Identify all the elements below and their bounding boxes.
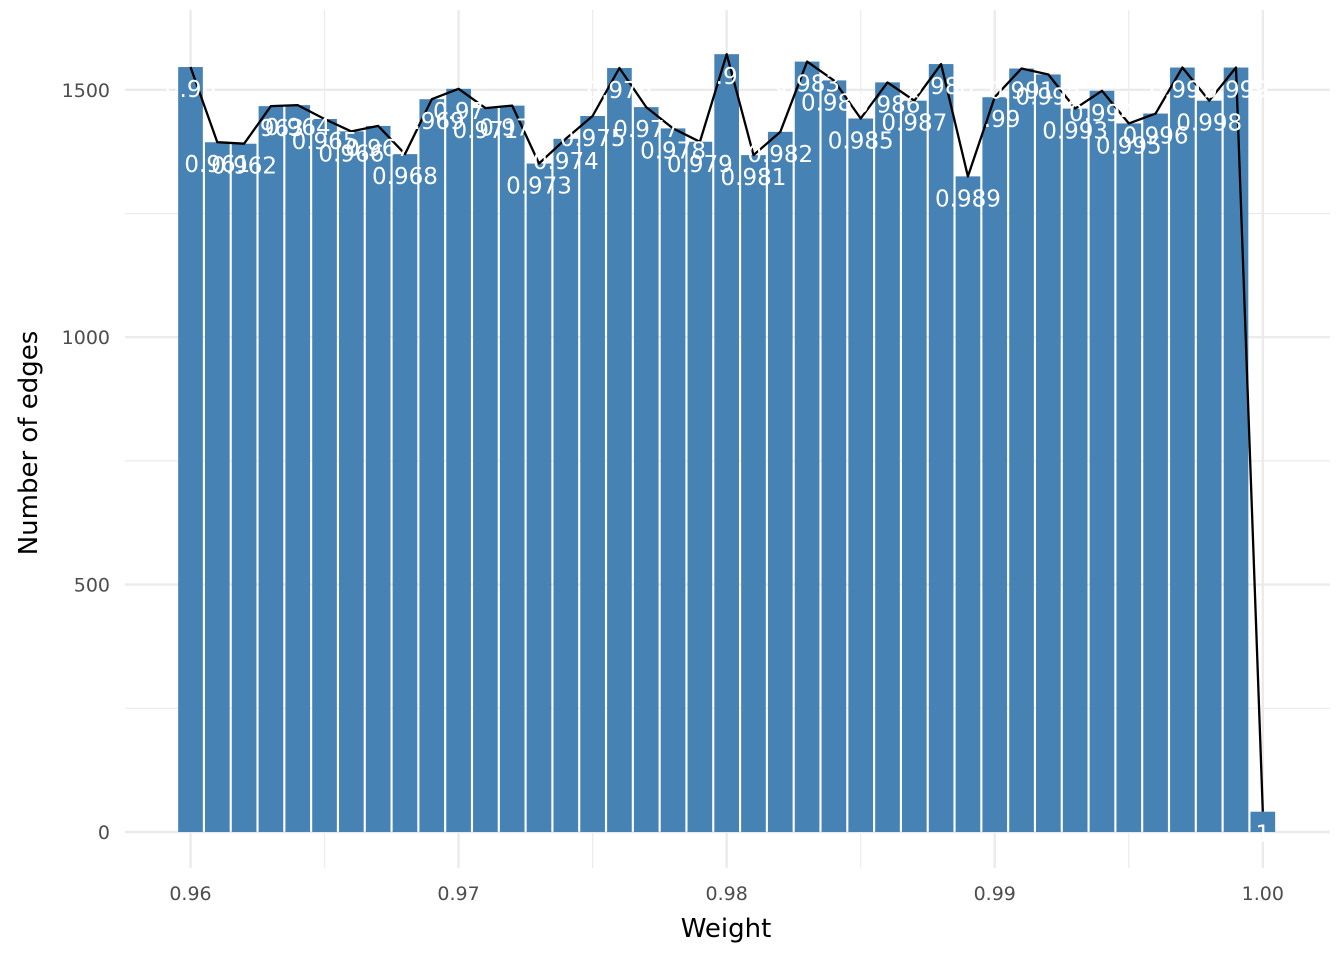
- histogram-bar: [794, 61, 820, 833]
- histogram-bar: [687, 141, 713, 832]
- bar-value-label: 0.98: [701, 64, 752, 90]
- bar-value-label: 1: [1255, 822, 1270, 848]
- histogram-bar: [553, 138, 579, 832]
- bar-value-label: 0.963: [238, 116, 304, 142]
- bar-value-label: 0.965: [292, 129, 358, 155]
- histogram-bar: [1009, 68, 1034, 832]
- bar-value-label: 0.972: [479, 116, 545, 142]
- histogram-bar: [848, 118, 874, 832]
- histogram-bar: [821, 80, 847, 832]
- bar-value-label: 0.989: [935, 186, 1001, 212]
- y-axis-title: Number of edges: [14, 331, 44, 556]
- bars-layer: [178, 54, 1276, 833]
- count-trend-line: [189, 53, 1264, 812]
- bar-value-label: 0.997: [1149, 78, 1215, 104]
- bar-value-label: 0.999: [1203, 78, 1269, 104]
- x-tick-label: 0.98: [706, 883, 748, 905]
- histogram-bar: [1196, 100, 1222, 832]
- y-tick-label: 0: [98, 822, 110, 844]
- histogram-bar: [285, 105, 311, 833]
- bar-value-label: 0.993: [1042, 119, 1108, 145]
- histogram-bar: [526, 163, 552, 832]
- histogram-bar: [419, 99, 445, 833]
- x-tick-label: 0.97: [437, 883, 479, 905]
- bar-value-label: 0.991: [989, 79, 1055, 105]
- histogram-bar: [1250, 811, 1276, 832]
- bar-value-label: 0.984: [801, 90, 867, 116]
- bar-value-label: 0.977: [613, 117, 679, 143]
- x-tick-label: 1.00: [1242, 883, 1284, 905]
- bar-value-label: 0.968: [372, 164, 438, 190]
- histogram-bar: [231, 143, 257, 832]
- bar-value-label: 0.987: [881, 111, 947, 137]
- histogram-bar: [875, 82, 900, 833]
- histogram-bar: [901, 100, 927, 832]
- x-axis-tick-labels: 0.96 0.97 0.98 0.99 1.00: [169, 883, 1284, 905]
- bar-value-label: 0.995: [1096, 133, 1162, 159]
- histogram-bar: [204, 142, 230, 833]
- histogram-bar: [446, 88, 471, 832]
- histogram-bar: [339, 131, 364, 832]
- histogram-bar: [1143, 113, 1168, 832]
- histogram-bar: [1116, 123, 1142, 832]
- histogram-bar: [178, 67, 203, 833]
- histogram-bar: [1223, 67, 1249, 832]
- bar-value-label: 0.961: [184, 152, 250, 178]
- bar-value-label: 0.975: [560, 126, 626, 152]
- y-tick-label: 500: [74, 575, 110, 597]
- bar-value-label: 0.967: [345, 136, 411, 162]
- bar-value-label: 0.976: [586, 78, 652, 104]
- bar-labels-layer: 0.960.9610.9620.9630.9640.9650.9660.9670…: [165, 64, 1270, 848]
- histogram-bar: [741, 155, 766, 833]
- histogram-bar: [955, 176, 981, 832]
- bar-value-label: 0.966: [318, 141, 384, 167]
- bar-value-label: 0.983: [774, 72, 840, 98]
- histogram-bar: [633, 107, 659, 833]
- bar-value-label: 0.992: [1015, 84, 1081, 110]
- bar-value-label: 0.962: [211, 154, 277, 180]
- bar-value-label: 0.981: [721, 165, 787, 191]
- histogram-bar: [1170, 67, 1195, 832]
- histogram-bar: [580, 116, 605, 832]
- bar-value-label: 0.985: [828, 128, 894, 154]
- histogram-bar: [982, 97, 1008, 833]
- bar-value-label: 0.97: [433, 99, 484, 125]
- histogram-bar: [1089, 90, 1115, 832]
- bar-value-label: 0.971: [452, 118, 518, 144]
- histogram-bar: [767, 131, 793, 832]
- bar-value-label: 0.998: [1176, 111, 1242, 137]
- bar-value-label: 0.988: [908, 74, 974, 100]
- x-tick-label: 0.96: [169, 883, 211, 905]
- histogram-bar: [1036, 74, 1061, 833]
- bar-value-label: 0.982: [747, 142, 813, 168]
- y-tick-label: 1500: [62, 80, 110, 102]
- bar-value-label: 0.978: [640, 138, 706, 164]
- histogram-bar: [714, 54, 739, 833]
- histogram-bar: [660, 128, 686, 832]
- bar-value-label: 0.979: [667, 152, 733, 178]
- bar-value-label: 0.986: [855, 92, 921, 118]
- bar-value-label: 0.96: [165, 77, 216, 103]
- histogram-bar: [607, 68, 632, 832]
- bar-value-label: 0.964: [265, 115, 331, 141]
- bar-value-label: 0.99: [969, 107, 1020, 133]
- bar-value-label: 0.996: [1123, 124, 1189, 150]
- y-axis-tick-labels: 0 500 1000 1500: [62, 80, 110, 844]
- histogram-bar: [392, 154, 418, 832]
- bar-value-label: 0.974: [533, 149, 599, 175]
- y-tick-label: 1000: [62, 327, 110, 349]
- bar-value-label: 0.994: [1069, 101, 1135, 127]
- x-axis-title: Weight: [681, 914, 772, 944]
- histogram-bar: [499, 105, 525, 832]
- histogram-bar: [473, 108, 498, 832]
- bar-value-label: 0.969: [399, 109, 465, 135]
- bar-value-label: 0.973: [506, 174, 572, 200]
- histogram-bar: [365, 125, 391, 832]
- histogram-bar: [312, 118, 337, 832]
- x-tick-label: 0.99: [974, 883, 1016, 905]
- histogram-bar: [1062, 108, 1088, 832]
- histogram-bar: [258, 106, 284, 832]
- histogram-bar: [928, 64, 954, 833]
